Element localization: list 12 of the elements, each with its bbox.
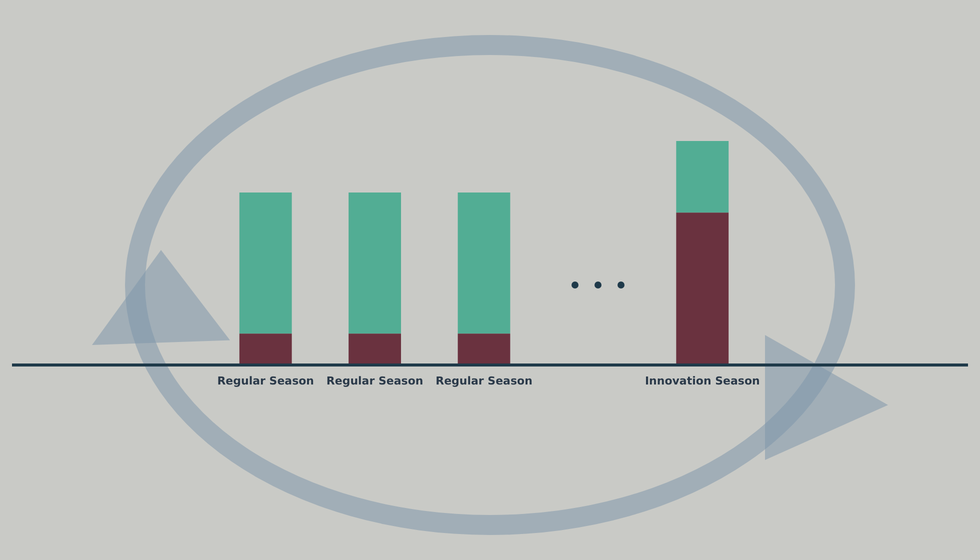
x-tick-label: Regular Season xyxy=(217,374,314,388)
bar xyxy=(458,334,510,365)
x-tick-label: Regular Season xyxy=(436,374,532,388)
x-tick-label: Regular Season xyxy=(326,374,424,388)
bar xyxy=(676,212,729,365)
x-tick-label: Innovation Season xyxy=(644,374,760,388)
bar xyxy=(458,192,510,334)
bar xyxy=(676,141,729,213)
bar xyxy=(348,334,402,365)
bar xyxy=(239,334,292,365)
bar xyxy=(348,192,402,334)
bar xyxy=(239,192,292,334)
